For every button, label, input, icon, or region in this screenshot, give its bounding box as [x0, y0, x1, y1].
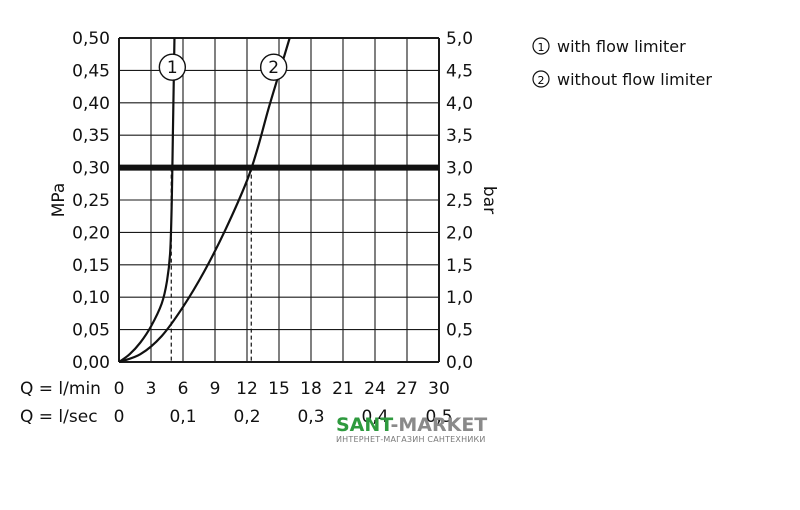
y-right-tick-label: 1,5	[446, 256, 473, 276]
y-left-tick-label: 0,35	[72, 126, 110, 146]
x-lsec-tick-label: 0,4	[361, 407, 388, 427]
x-lmin-tick-label: 24	[364, 379, 386, 399]
series-marker-circle-1	[158, 53, 187, 81]
x-row2-label: Q = l/sec	[20, 407, 98, 427]
legend-item-2: 2 without flow limiter	[532, 70, 712, 89]
y-left-tick-label: 0,25	[72, 191, 110, 211]
y-axis-left-ticks: 0,00 0,05 0,10 0,15 0,20 0,25 0,30 0,35 0,40 0,45…	[72, 29, 110, 373]
legend-symbol-1: 1	[538, 41, 545, 54]
y-right-tick-label: 3,5	[446, 126, 473, 146]
y-right-tick-label: 5,0	[446, 29, 473, 49]
y-left-tick-label: 0,40	[72, 94, 110, 114]
x-lmin-tick-label: 15	[268, 379, 290, 399]
y-left-tick-label: 0,30	[72, 159, 110, 179]
y-left-tick-label: 0,00	[72, 353, 110, 373]
x-lmin-tick-label: 0	[114, 379, 125, 399]
y-right-tick-label: 1,0	[446, 288, 473, 308]
watermark-brand-a: SANT	[336, 414, 393, 436]
series-marker-label-2: 2	[268, 58, 279, 78]
x-lmin-tick-label: 9	[210, 379, 221, 399]
y-left-tick-label: 0,50	[72, 29, 110, 49]
y-right-tick-label: 3,0	[446, 159, 473, 179]
series-marker-label-1: 1	[167, 58, 178, 78]
y-axis-right-title: bar	[479, 186, 499, 214]
x-lsec-tick-label: 0,5	[425, 407, 452, 427]
series-curve-1	[118, 37, 176, 363]
y-left-tick-label: 0,05	[72, 321, 110, 341]
legend: 1 with flow limiter 2 without flow limit…	[532, 37, 712, 89]
series-curve-2	[118, 37, 291, 364]
x-lsec-tick-label: 0,2	[233, 407, 260, 427]
x-lsec-tick-label: 0,3	[297, 407, 324, 427]
watermark-brand: SANT-MARKET	[336, 414, 487, 436]
y-left-tick-label: 0,10	[72, 288, 110, 308]
watermark-tagline: ИНТЕРНЕТ-МАГАЗИН САНТЕХНИКИ	[336, 435, 486, 444]
x-lmin-tick-label: 6	[178, 379, 189, 399]
legend-symbol-circle	[532, 70, 550, 88]
x-lmin-tick-label: 12	[236, 379, 258, 399]
series-marker-circle-2	[259, 53, 288, 81]
drop-lines	[170, 167, 252, 362]
y-left-tick-label: 0,20	[72, 223, 110, 243]
chart-curves	[118, 37, 291, 364]
x-lmin-tick-label: 30	[428, 379, 450, 399]
y-right-tick-label: 0,5	[446, 321, 473, 341]
y-right-tick-label: 4,5	[446, 61, 473, 81]
legend-label-1: with flow limiter	[557, 37, 686, 56]
x-lmin-tick-label: 21	[332, 379, 354, 399]
x-axis-lmin-ticks: 0 3 6 9 12 15 18 21 24 27 30	[114, 379, 450, 399]
legend-item-1: 1 with flow limiter	[532, 37, 686, 56]
chart-grid	[118, 37, 440, 363]
x-lmin-tick-label: 27	[396, 379, 418, 399]
y-right-tick-label: 4,0	[446, 94, 473, 114]
x-lmin-tick-label: 18	[300, 379, 322, 399]
x-lmin-tick-label: 3	[146, 379, 157, 399]
y-right-tick-label: 2,0	[446, 223, 473, 243]
y-left-tick-label: 0,15	[72, 256, 110, 276]
legend-label-2: without flow limiter	[557, 70, 712, 89]
y-right-tick-label: 0,0	[446, 353, 473, 373]
x-row1-label: Q = l/min	[20, 379, 101, 399]
y-axis-left-title: MPa	[49, 183, 69, 218]
legend-symbol-2: 2	[538, 74, 545, 87]
y-axis-right-ticks: 0,0 0,5 1,0 1,5 2,0 2,5 3,0 3,5 4,0 4,5 5,0	[446, 29, 473, 373]
watermark-brand-b: -MARKET	[390, 414, 487, 436]
x-lsec-tick-label: 0	[114, 407, 125, 427]
y-left-tick-label: 0,45	[72, 61, 110, 81]
watermark-logo: SANT-MARKET ИНТЕРНЕТ-МАГАЗИН САНТЕХНИКИ	[336, 414, 487, 444]
x-axis-lsec-ticks: 0 0,1 0,2 0,3 0,4 0,5	[114, 407, 453, 427]
legend-symbol-circle	[532, 37, 550, 55]
y-right-tick-label: 2,5	[446, 191, 473, 211]
x-lsec-tick-label: 0,1	[169, 407, 196, 427]
